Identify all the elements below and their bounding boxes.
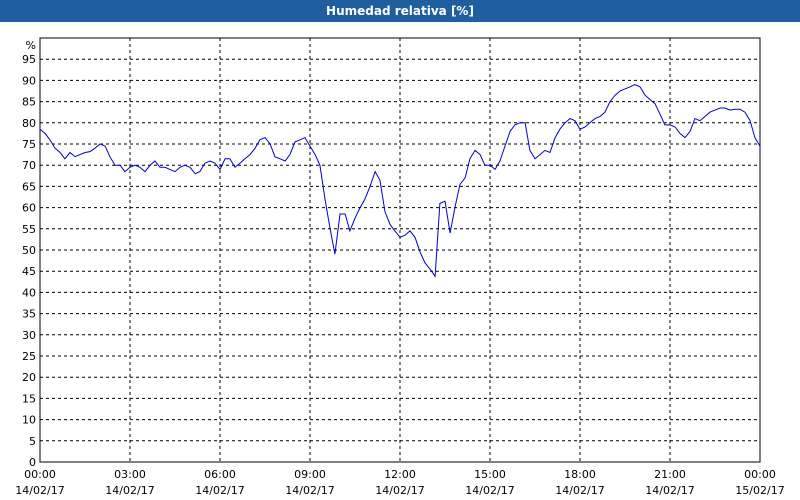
y-tick-label: 45	[22, 265, 36, 278]
y-tick-label: 65	[22, 180, 36, 193]
y-tick-label: 40	[22, 286, 36, 299]
x-tick-time: 09:00	[294, 468, 326, 481]
y-axis-ticks: 0 5 10 15 20 25 30 35 40 45 50 55 60 65 70 75 80 85 90 95	[22, 53, 36, 469]
y-tick-label: 50	[22, 244, 36, 257]
y-tick-label: 80	[22, 117, 36, 130]
x-tick-time: 21:00	[654, 468, 686, 481]
y-tick-label: 30	[22, 329, 36, 342]
y-axis-label: %	[26, 39, 36, 52]
y-tick-label: 20	[22, 371, 36, 384]
y-tick-label: 0	[29, 456, 36, 469]
y-tick-label: 60	[22, 202, 36, 215]
y-tick-label: 10	[22, 414, 36, 427]
x-tick-time: 03:00	[114, 468, 146, 481]
y-tick-label: 55	[22, 223, 36, 236]
y-tick-label: 75	[22, 138, 36, 151]
x-tick-date: 14/02/17	[285, 484, 334, 497]
y-tick-label: 5	[29, 435, 36, 448]
y-tick-label: 95	[22, 53, 36, 66]
grid-lines	[40, 38, 760, 462]
x-tick-date: 14/02/17	[105, 484, 154, 497]
chart-title: Humedad relativa [%]	[0, 0, 800, 22]
x-tick-time: 12:00	[384, 468, 416, 481]
x-tick-date: 14/02/17	[555, 484, 604, 497]
x-axis-ticks: 00:00 14/02/17 03:00 14/02/17 06:00 14/02/17 0…	[15, 468, 784, 497]
x-tick-date: 14/02/17	[465, 484, 514, 497]
x-tick-date: 15/02/17	[735, 484, 784, 497]
x-tick-time: 18:00	[564, 468, 596, 481]
x-tick-date: 14/02/17	[15, 484, 64, 497]
y-tick-label: 90	[22, 74, 36, 87]
y-tick-label: 25	[22, 350, 36, 363]
humidity-chart: 0 5 10 15 20 25 30 35 40 45 50 55 60 65 70 75 80 85 90 95 0…	[15, 37, 785, 497]
x-tick-date: 14/02/17	[195, 484, 244, 497]
x-tick-date: 14/02/17	[375, 484, 424, 497]
y-tick-label: 35	[22, 308, 36, 321]
series-line-humidity	[39, 84, 761, 278]
y-tick-label: 15	[22, 392, 36, 405]
x-tick-time: 00:00	[744, 468, 776, 481]
x-tick-time: 15:00	[474, 468, 506, 481]
y-tick-label: 70	[22, 159, 36, 172]
x-tick-time: 00:00	[24, 468, 56, 481]
x-tick-time: 06:00	[204, 468, 236, 481]
x-tick-date: 14/02/17	[645, 484, 694, 497]
y-tick-label: 85	[22, 96, 36, 109]
